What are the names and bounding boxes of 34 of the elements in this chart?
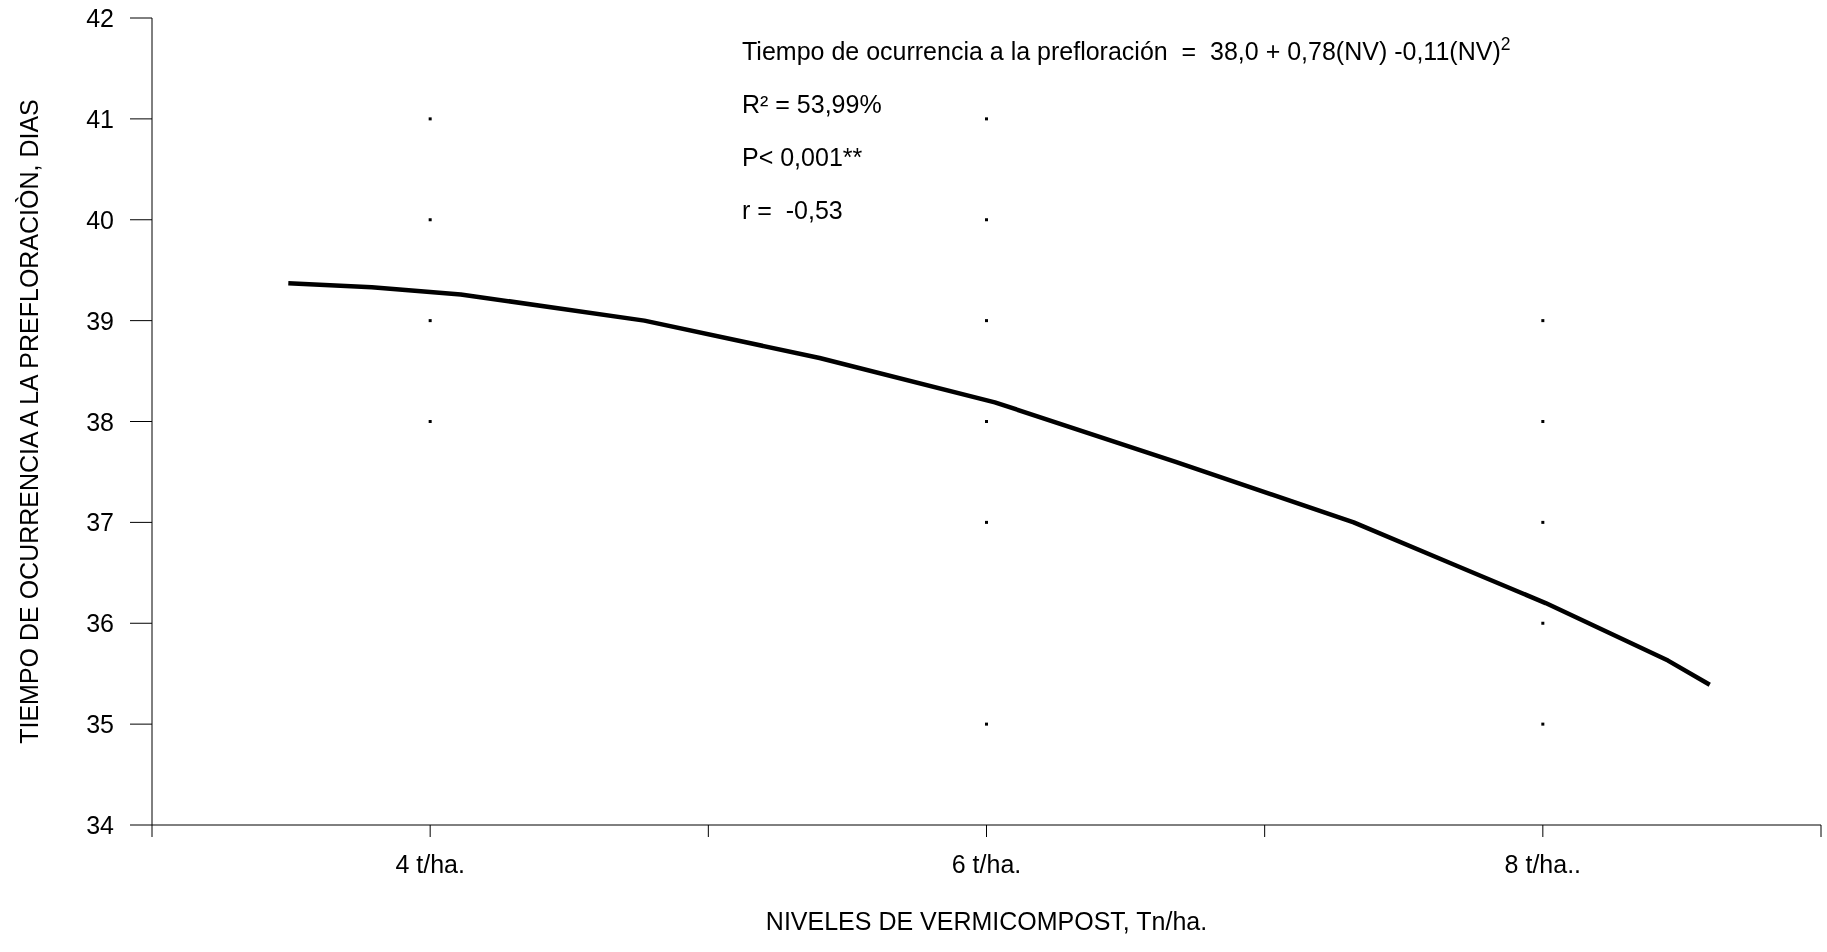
point [1541,520,1545,524]
x-axis-title: NIVELES DE VERMICOMPOST, Tn/ha. [765,907,1208,935]
point [428,218,432,222]
point [985,520,988,524]
point [1541,420,1545,423]
point [985,218,988,222]
y-tick-label: 42 [86,4,114,32]
y-tick-label: 36 [86,609,114,638]
point [428,420,432,423]
annotation: r = -0,53 [742,196,843,224]
line-series [286,281,1712,688]
point [985,319,988,323]
point [1541,319,1545,323]
point [985,722,988,726]
point [985,420,988,423]
y-tick-label: 34 [86,811,115,839]
point [985,117,988,121]
y-tick-label: 41 [86,104,114,133]
x-tick-label: 8 t/ha.. [1504,850,1582,878]
point [1541,621,1545,625]
annotation: R² = 53,99% [742,90,882,118]
y-tick-label: 39 [86,306,114,335]
annotation: P< 0,001** [742,143,863,171]
x-tick-label: 6 t/ha. [951,850,1022,878]
y-tick-label: 37 [86,508,114,537]
x-tick-label: 4 t/ha. [395,850,465,878]
y-tick-label: 35 [86,710,114,739]
point [428,319,432,323]
point [428,117,432,121]
annotation: Tiempo de ocurrencia a la prefloración = 38,0 + 0,78(NV) -0,11(NV)$^{2}$ [742,34,1511,65]
y-tick-label: 38 [86,407,114,436]
y-axis-title: TIEMPO DE OCURRENCIA A LA PREFLORACIÒN, DIAS [15,99,43,744]
point [1541,722,1545,726]
y-tick-label: 40 [86,205,114,234]
